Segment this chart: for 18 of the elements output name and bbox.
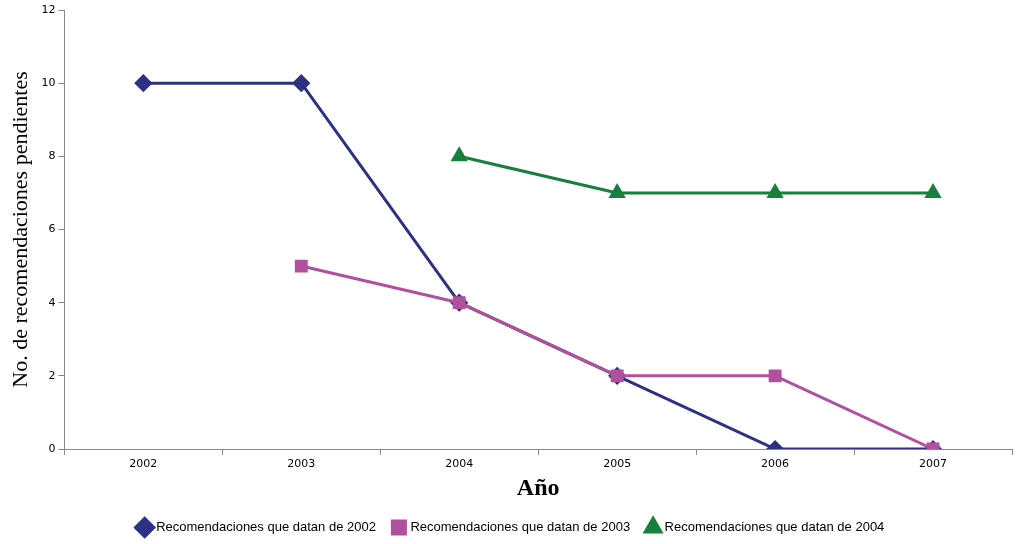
- y-tick-label: 0: [48, 441, 56, 455]
- legend-label: Recomendaciones que datan de 2002: [156, 519, 376, 535]
- y-tick-label: 10: [41, 76, 56, 90]
- x-tick-label: 2003: [287, 457, 316, 471]
- x-axis-title: Año: [516, 473, 560, 500]
- y-tick-label: 6: [48, 222, 56, 236]
- y-tick-label: 8: [48, 149, 56, 163]
- y-axis-title: No. de recomendaciones pendientes: [6, 71, 32, 388]
- legend-label: Recomendaciones que datan de 2004: [664, 519, 885, 535]
- y-tick-label: 12: [41, 2, 56, 16]
- x-tick-label: 2006: [761, 457, 790, 471]
- x-tick-label: 2007: [919, 457, 948, 471]
- y-tick-label: 4: [48, 295, 56, 309]
- x-tick-label: 2004: [445, 457, 474, 471]
- y-tick-label: 2: [48, 368, 56, 382]
- x-tick-label: 2005: [603, 457, 632, 471]
- legend-label: Recomendaciones que datan de 2003: [410, 519, 631, 535]
- x-tick-label: 2002: [129, 457, 158, 471]
